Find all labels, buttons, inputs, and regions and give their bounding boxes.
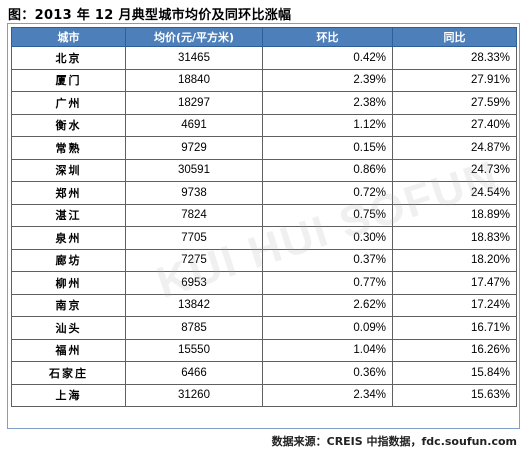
table-row: 南京 13842 2.62% 17.24% — [11, 293, 517, 317]
yoy-cell: 17.24% — [392, 293, 517, 317]
table-row: 常熟 9729 0.15% 24.87% — [11, 136, 517, 160]
data-table-frame: 城市 均价(元/平方米) 环比 同比 北京 31465 0.42% 28.33% 厦门 1… — [7, 23, 520, 429]
yoy-cell: 24.87% — [392, 136, 517, 160]
yoy-cell: 18.89% — [392, 203, 517, 227]
table-row: 廊坊 7275 0.37% 18.20% — [11, 248, 517, 272]
price-cell: 7275 — [125, 248, 263, 272]
header-mom: 环比 — [262, 27, 393, 47]
mom-cell: 0.77% — [262, 271, 393, 295]
table-row: 北京 31465 0.42% 28.33% — [11, 46, 517, 70]
page-title: 图：2013 年 12 月典型城市均价及同环比涨幅 — [8, 8, 292, 23]
yoy-cell: 24.54% — [392, 181, 517, 205]
mom-cell: 0.09% — [262, 316, 393, 340]
mom-cell: 2.34% — [262, 383, 393, 407]
source-note: 数据来源：CREIS 中指数据，fdc.soufun.com — [271, 435, 517, 448]
price-cell: 9729 — [125, 136, 263, 160]
yoy-cell: 17.47% — [392, 271, 517, 295]
price-cell: 31260 — [125, 383, 263, 407]
price-cell: 6466 — [125, 361, 263, 385]
mom-cell: 1.04% — [262, 338, 393, 362]
city-cell: 柳州 — [11, 271, 126, 295]
price-cell: 15550 — [125, 338, 263, 362]
price-cell: 7705 — [125, 226, 263, 250]
city-cell: 厦门 — [11, 68, 126, 92]
price-cell: 31465 — [125, 46, 263, 70]
yoy-cell: 27.59% — [392, 91, 517, 115]
price-cell: 7824 — [125, 203, 263, 227]
header-yoy: 同比 — [392, 27, 517, 47]
mom-cell: 0.72% — [262, 181, 393, 205]
mom-cell: 0.15% — [262, 136, 393, 160]
mom-cell: 2.62% — [262, 293, 393, 317]
mom-cell: 2.39% — [262, 68, 393, 92]
table-row: 泉州 7705 0.30% 18.83% — [11, 226, 517, 250]
yoy-cell: 24.73% — [392, 158, 517, 182]
city-cell: 石家庄 — [11, 361, 126, 385]
yoy-cell: 28.33% — [392, 46, 517, 70]
mom-cell: 0.36% — [262, 361, 393, 385]
price-cell: 6953 — [125, 271, 263, 295]
mom-cell: 0.30% — [262, 226, 393, 250]
table-row: 广州 18297 2.38% 27.59% — [11, 91, 517, 115]
table-row: 上海 31260 2.34% 15.63% — [11, 383, 517, 407]
price-cell: 8785 — [125, 316, 263, 340]
mom-cell: 0.37% — [262, 248, 393, 272]
table-body: 北京 31465 0.42% 28.33% 厦门 18840 2.39% 27.91% 广州 18… — [11, 46, 517, 407]
city-cell: 北京 — [11, 46, 126, 70]
city-cell: 深圳 — [11, 158, 126, 182]
yoy-cell: 16.26% — [392, 338, 517, 362]
city-cell: 广州 — [11, 91, 126, 115]
price-cell: 4691 — [125, 113, 263, 137]
city-cell: 湛江 — [11, 203, 126, 227]
yoy-cell: 15.84% — [392, 361, 517, 385]
table-row: 湛江 7824 0.75% 18.89% — [11, 203, 517, 227]
header-price: 均价(元/平方米) — [125, 27, 263, 47]
mom-cell: 2.38% — [262, 91, 393, 115]
city-cell: 汕头 — [11, 316, 126, 340]
mom-cell: 0.75% — [262, 203, 393, 227]
table-row: 衡水 4691 1.12% 27.40% — [11, 113, 517, 137]
price-cell: 13842 — [125, 293, 263, 317]
city-cell: 福州 — [11, 338, 126, 362]
city-cell: 泉州 — [11, 226, 126, 250]
table-row: 汕头 8785 0.09% 16.71% — [11, 316, 517, 340]
city-cell: 上海 — [11, 383, 126, 407]
yoy-cell: 15.63% — [392, 383, 517, 407]
yoy-cell: 27.40% — [392, 113, 517, 137]
price-cell: 18297 — [125, 91, 263, 115]
city-cell: 常熟 — [11, 136, 126, 160]
mom-cell: 0.86% — [262, 158, 393, 182]
yoy-cell: 18.83% — [392, 226, 517, 250]
yoy-cell: 16.71% — [392, 316, 517, 340]
table-row: 福州 15550 1.04% 16.26% — [11, 338, 517, 362]
city-cell: 郑州 — [11, 181, 126, 205]
yoy-cell: 27.91% — [392, 68, 517, 92]
mom-cell: 1.12% — [262, 113, 393, 137]
table-row: 石家庄 6466 0.36% 15.84% — [11, 361, 517, 385]
table-row: 郑州 9738 0.72% 24.54% — [11, 181, 517, 205]
header-city: 城市 — [11, 27, 126, 47]
table-row: 柳州 6953 0.77% 17.47% — [11, 271, 517, 295]
table-header-row: 城市 均价(元/平方米) 环比 同比 — [11, 27, 517, 47]
mom-cell: 0.42% — [262, 46, 393, 70]
price-cell: 30591 — [125, 158, 263, 182]
yoy-cell: 18.20% — [392, 248, 517, 272]
city-cell: 南京 — [11, 293, 126, 317]
table-row: 深圳 30591 0.86% 24.73% — [11, 158, 517, 182]
city-cell: 衡水 — [11, 113, 126, 137]
city-cell: 廊坊 — [11, 248, 126, 272]
price-cell: 18840 — [125, 68, 263, 92]
price-cell: 9738 — [125, 181, 263, 205]
table-row: 厦门 18840 2.39% 27.91% — [11, 68, 517, 92]
city-price-table: 城市 均价(元/平方米) 环比 同比 北京 31465 0.42% 28.33% 厦门 1… — [11, 27, 517, 407]
